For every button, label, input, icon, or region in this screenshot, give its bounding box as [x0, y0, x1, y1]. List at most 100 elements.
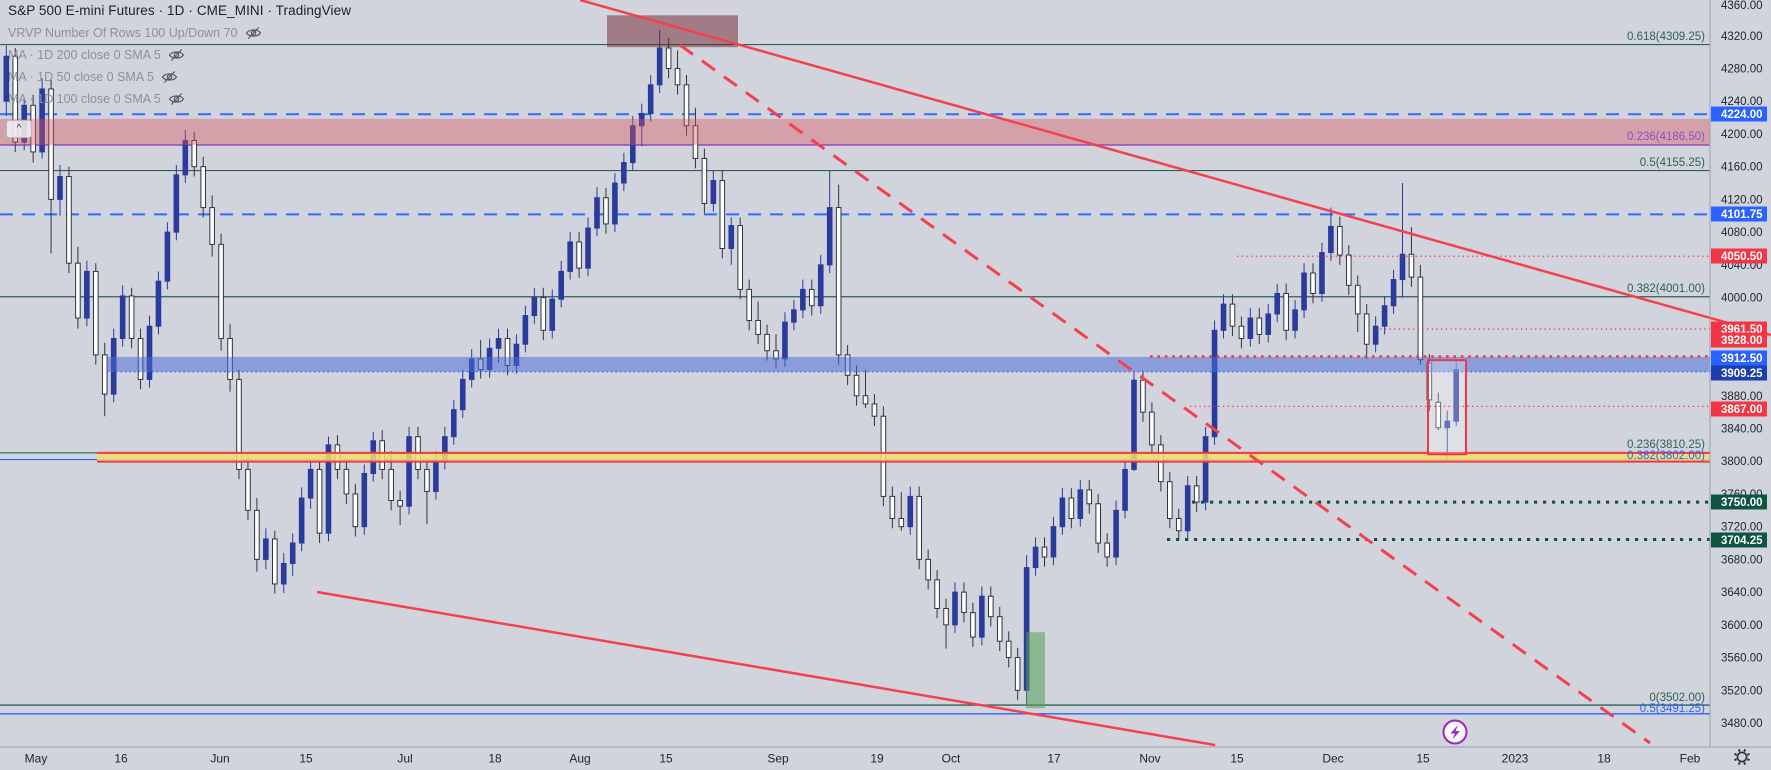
candle-body: [683, 84, 690, 127]
time-tick-label[interactable]: 15: [299, 752, 313, 766]
gear-icon-tooth: [1743, 761, 1747, 765]
candle-body: [871, 403, 878, 417]
price-badge: [1711, 365, 1767, 381]
lightning-bolt-glyph: [1450, 725, 1460, 740]
supply-zone-pink[interactable]: [0, 118, 1710, 145]
candle-body: [1417, 276, 1424, 361]
time-tick-label[interactable]: Dec: [1322, 752, 1343, 766]
support-zone-blue[interactable]: [107, 356, 1710, 372]
eye-off-icon[interactable]: [161, 70, 178, 84]
candle-body: [612, 182, 618, 225]
candle-body: [970, 612, 976, 638]
breakdown-box-red[interactable]: [1427, 359, 1467, 456]
time-tick-label[interactable]: 15: [1416, 752, 1430, 766]
candle-body: [1337, 225, 1343, 256]
time-tick-label[interactable]: 15: [1230, 752, 1244, 766]
candle-body: [576, 241, 582, 269]
price-badge-value: 4101.75: [1721, 209, 1763, 221]
candle-body: [817, 264, 824, 307]
gear-icon-tooth: [1734, 758, 1738, 762]
candle-body: [1113, 509, 1119, 558]
price-badge-value: 3750.00: [1721, 497, 1763, 509]
candle-body: [1247, 317, 1254, 339]
candle-body: [495, 337, 502, 349]
time-tick-label[interactable]: Oct: [942, 752, 961, 766]
candle-body: [66, 175, 72, 264]
time-tick-label[interactable]: 17: [1047, 752, 1061, 766]
candle-body: [155, 280, 162, 327]
price-badge: [1711, 401, 1767, 417]
candle-body: [782, 321, 788, 360]
candle-body: [638, 112, 645, 127]
candle-body: [1390, 279, 1397, 307]
candle-body: [996, 616, 1003, 642]
time-tick-label[interactable]: 19: [870, 752, 884, 766]
candle-body: [701, 157, 708, 204]
candle-body: [585, 227, 591, 269]
indicator-row-vrvp[interactable]: VRVP Number Of Rows 100 Up/Down 70: [8, 26, 262, 40]
candle-body: [952, 591, 958, 626]
candle-body: [280, 562, 287, 585]
candle-body: [558, 270, 565, 300]
candle-body: [1077, 489, 1084, 519]
price-badge: [1711, 350, 1767, 366]
indicator-label: MA · 1D 50 close 0 SMA 5: [8, 70, 154, 84]
candle-body: [1363, 313, 1370, 345]
descending-channel-dashed[interactable]: [679, 43, 1651, 745]
eye-off-icon[interactable]: [245, 26, 262, 40]
top-reversal-box-maroon[interactable]: [607, 15, 738, 48]
time-tick-label[interactable]: Jul: [397, 752, 412, 766]
fib-level-label: 0.382(3802.00): [1627, 450, 1705, 462]
candle-body: [1005, 640, 1012, 659]
candle-body: [630, 125, 636, 164]
candle-body: [272, 538, 278, 585]
price-tick-label: 3520.00: [1721, 685, 1763, 697]
time-tick-label[interactable]: Sep: [767, 752, 789, 766]
candle-body: [1167, 481, 1173, 519]
fib-level-label: 0.382(4001.00): [1627, 283, 1705, 295]
candle-body: [647, 84, 654, 114]
candle-body: [101, 354, 108, 395]
candle-body: [343, 468, 350, 495]
price-badge-value: 3704.25: [1721, 535, 1763, 547]
chevron-up-icon[interactable]: ^: [6, 120, 32, 138]
indicator-row-ma-50[interactable]: MA · 1D 50 close 0 SMA 5: [8, 70, 178, 84]
time-tick-label[interactable]: 15: [659, 752, 673, 766]
price-badge-value: 3912.50: [1721, 353, 1763, 365]
candle-body: [1059, 497, 1066, 528]
indicator-row-ma-200[interactable]: MA · 1D 200 close 0 SMA 5: [8, 48, 185, 62]
time-tick-label[interactable]: Nov: [1139, 752, 1160, 766]
candle-body: [84, 270, 90, 319]
support-zone-yellow[interactable]: [97, 452, 1710, 462]
candle-body: [173, 174, 180, 233]
candle-body: [12, 55, 19, 143]
candle-body: [119, 295, 126, 339]
lower-support-solid[interactable]: [316, 590, 1216, 747]
gear-icon[interactable]: [1736, 751, 1748, 763]
eye-off-icon[interactable]: [168, 92, 185, 106]
time-tick-label[interactable]: 16: [114, 752, 128, 766]
price-tick-label: 4120.00: [1721, 194, 1763, 206]
candle-body: [1381, 305, 1388, 327]
candle-body: [567, 241, 573, 272]
candle-body: [835, 207, 842, 356]
price-badge-value: 4050.50: [1721, 251, 1763, 263]
indicator-row-ma-100[interactable]: MA · 1D 100 close 0 SMA 5: [8, 92, 185, 106]
bottom-reversal-box-green[interactable]: [1026, 632, 1045, 709]
time-tick-label[interactable]: Feb: [1680, 752, 1701, 766]
price-tick-label: 4000.00: [1721, 293, 1763, 305]
descending-resistance-solid[interactable]: [579, 0, 1771, 337]
time-tick-label[interactable]: May: [25, 752, 48, 766]
time-tick-label[interactable]: Aug: [569, 752, 590, 766]
candle-body: [549, 298, 556, 331]
time-tick-label[interactable]: 2023: [1502, 752, 1529, 766]
time-tick-label[interactable]: 18: [1597, 752, 1611, 766]
candle-body: [728, 225, 735, 249]
candle-body: [755, 319, 761, 335]
candle-body: [1211, 329, 1218, 438]
time-tick-label[interactable]: 18: [488, 752, 502, 766]
eye-off-icon[interactable]: [168, 48, 185, 62]
candle-body: [406, 436, 412, 507]
time-tick-label[interactable]: Jun: [210, 752, 229, 766]
